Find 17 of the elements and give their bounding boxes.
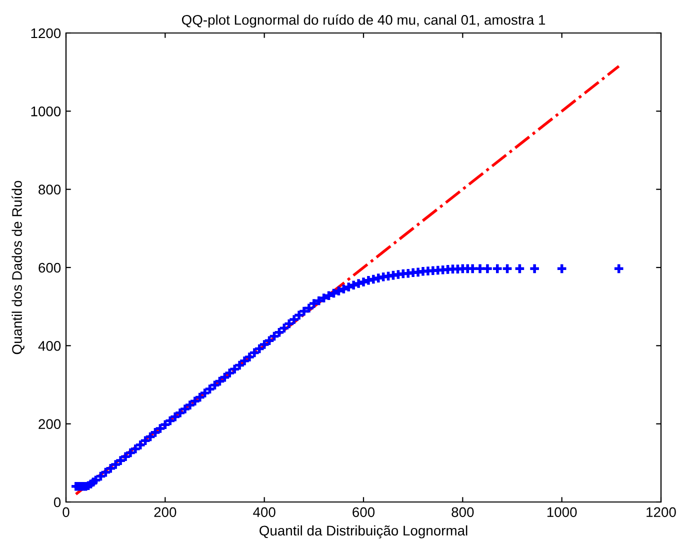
x-tick-label: 800 [452, 507, 474, 518]
y-tick-label: 0 [54, 497, 61, 508]
y-tick-label: 600 [38, 262, 61, 273]
x-tick-label: 0 [62, 507, 70, 518]
y-tick-label: 1000 [31, 106, 61, 116]
x-tick-label: 1200 [646, 507, 676, 518]
y-tick-label: 800 [38, 184, 61, 195]
y-tick-label: 1200 [31, 28, 61, 38]
x-tick-label: 200 [154, 507, 176, 518]
y-tick-label: 400 [38, 341, 61, 351]
chart-title: QQ-plot Lognormal do ruído de 40 mu, canal 01, amostra 1 [182, 14, 546, 28]
y-tick-label: 200 [38, 419, 61, 430]
x-tick-label: 400 [253, 507, 276, 518]
x-tick-label: 600 [352, 507, 375, 518]
y-axis-title: Quantil dos Dados de Ruído [12, 180, 24, 354]
x-tick-label: 1000 [547, 507, 577, 518]
x-axis-title: Quantil da Distribuição Lognormal [260, 525, 468, 538]
